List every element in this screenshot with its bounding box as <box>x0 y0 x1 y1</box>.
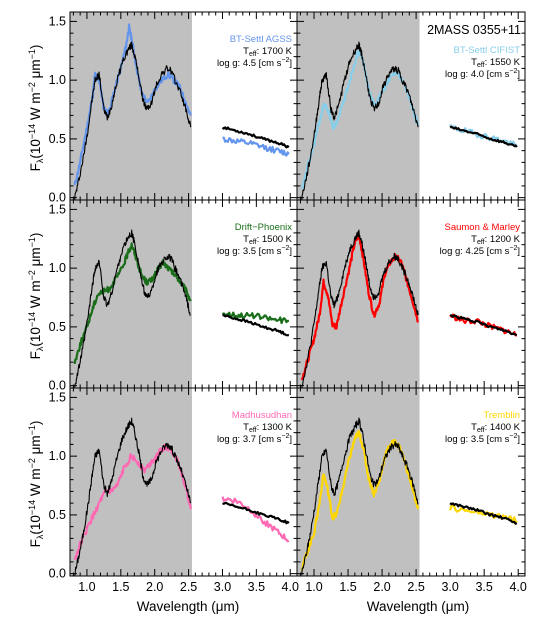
y-tick-label: 1.0 <box>49 449 66 463</box>
target-label: 2MASS 0355+11 <box>427 23 521 37</box>
observed-spectrum-line <box>301 229 419 388</box>
logg-label: log g: 3.7 [cm s−2] <box>217 433 292 445</box>
y-tick-label: 1.5 <box>49 202 66 216</box>
model-name-label: Madhusudhan <box>232 410 292 421</box>
model-series-line <box>222 136 290 157</box>
observed-lband-line <box>449 314 518 337</box>
y-tick-label: 0.5 <box>49 508 66 522</box>
y-tick-label: 0.5 <box>49 320 66 334</box>
logg-label: log g: 3.5 [cm s−2] <box>217 245 292 257</box>
y-tick-label: 0.0 <box>49 191 66 205</box>
plot-area <box>300 417 518 576</box>
x-tick-label: 2.0 <box>146 580 163 594</box>
model-series-line <box>73 23 192 186</box>
x-tick-label: 3.5 <box>475 580 492 594</box>
y-tick-label: 1.0 <box>49 73 66 87</box>
observed-lband-line <box>222 314 289 337</box>
x-tick-label: 2.5 <box>407 580 424 594</box>
observed-lband-line <box>222 501 290 525</box>
model-name-label: Saumon & Marley <box>444 222 520 233</box>
shaded-region <box>70 200 192 388</box>
model-name-label: Tremblin <box>483 410 520 421</box>
logg-label: log g: 3.5 [cm s−2] <box>445 433 520 445</box>
x-tick-label: 4.0 <box>509 580 526 594</box>
x-tick-label: 2.0 <box>373 580 390 594</box>
observed-spectrum-line <box>301 417 419 576</box>
model-name-label: BT-Settl AGSS <box>230 34 292 45</box>
ylabel-middle: Fλ(10−14 W m−2 μm−1) <box>27 233 45 360</box>
plot-area <box>73 229 289 388</box>
logg-label: log g: 4.5 [cm s−2] <box>217 57 292 69</box>
x-tick-label: 1.0 <box>78 580 95 594</box>
model-series-line <box>73 242 192 365</box>
plot-area <box>300 229 518 388</box>
xlabel-right: Wavelength (μm) <box>367 599 470 614</box>
panel-frame <box>296 387 526 577</box>
shaded-region <box>297 200 420 388</box>
logg-label: log g: 4.25 [cm s−2] <box>440 245 520 257</box>
model-series-line <box>221 496 290 543</box>
observed-lband-line <box>449 125 518 148</box>
observed-spectrum-line <box>301 41 419 200</box>
teff-label: Teff: 1300 K <box>243 422 293 434</box>
model-series-line <box>449 504 518 524</box>
model-series-line <box>449 123 518 147</box>
ylabel-bottom: Fλ(10−14 W m−2 μm−1) <box>27 421 45 548</box>
y-tick-label: 1.5 <box>49 390 66 404</box>
observed-lband-line <box>221 126 290 149</box>
teff-label: Teff: 1400 K <box>471 422 521 434</box>
y-tick-label: 1.0 <box>49 261 66 275</box>
model-series-line <box>300 48 420 190</box>
logg-label: log g: 4.0 [cm s−2] <box>445 68 520 80</box>
shaded-region <box>297 388 420 576</box>
model-series-line <box>73 443 192 561</box>
xlabel-left: Wavelength (μm) <box>137 599 240 614</box>
y-tick-label: 0.0 <box>49 379 66 393</box>
shaded-region <box>297 12 420 200</box>
teff-label: Teff: 1550 K <box>471 57 521 69</box>
plot-area <box>73 417 290 576</box>
y-tick-label: 1.5 <box>49 14 66 28</box>
x-tick-label: 1.5 <box>112 580 129 594</box>
x-tick-label: 1.5 <box>339 580 356 594</box>
x-tick-label: 3.0 <box>214 580 231 594</box>
y-tick-label: 0.5 <box>49 132 66 146</box>
model-name-label: Drift−Phoenix <box>235 222 293 233</box>
ylabel-top: Fλ(10−14 W m−2 μm−1) <box>27 45 45 172</box>
shaded-region <box>70 388 192 576</box>
ylabel-text: Fλ(10−14 W m−2 μm−1) <box>27 45 45 172</box>
observed-spectrum-line <box>74 229 191 388</box>
plot-area <box>300 41 518 200</box>
ylabel-text: Fλ(10−14 W m−2 μm−1) <box>27 421 45 548</box>
observed-spectrum-line <box>74 41 192 200</box>
x-tick-label: 4.0 <box>282 580 299 594</box>
y-tick-label: 0.0 <box>49 567 66 581</box>
teff-label: Teff: 1200 K <box>471 234 521 246</box>
model-name-label: BT-Settl CIFIST <box>453 45 520 56</box>
teff-label: Teff: 1700 K <box>243 46 293 58</box>
x-tick-label: 2.5 <box>180 580 197 594</box>
model-series-line <box>221 311 289 325</box>
observed-spectrum-line <box>74 417 192 576</box>
observed-lband-line <box>449 502 518 525</box>
x-tick-label: 3.0 <box>441 580 458 594</box>
ylabel-text: Fλ(10−14 W m−2 μm−1) <box>27 233 45 360</box>
x-tick-label: 1.0 <box>305 580 322 594</box>
panel-madhusudhan: 1.0 1.5 2.0 2.5 3.0 3.5 4.0 0.0 0.5 1.0 1.5 Madhusu… <box>49 387 299 594</box>
x-tick-label: 3.5 <box>248 580 265 594</box>
teff-label: Teff: 1500 K <box>243 234 293 246</box>
plot-area <box>73 23 290 200</box>
